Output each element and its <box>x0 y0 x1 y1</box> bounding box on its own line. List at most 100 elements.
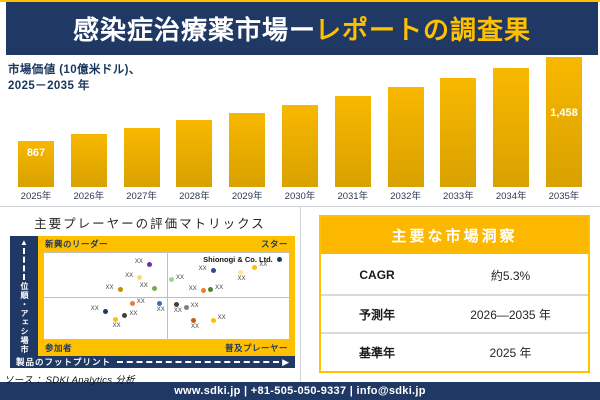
bar-value-label: 1,458 <box>550 107 578 119</box>
scatter-dot-label: XX <box>215 284 224 291</box>
page-title-accent: レポートの調査果 <box>315 15 532 45</box>
scatter-dot <box>173 302 179 308</box>
bar-column: 2030年 <box>280 54 320 206</box>
company-label: Shionogi & Co. Ltd. <box>203 254 273 264</box>
bar <box>440 77 477 187</box>
bar-column: 1,458 2035年 <box>544 54 584 206</box>
scatter-dot-label: XX <box>175 274 184 281</box>
quadrant-labels-top: 新興のリーダー スター <box>43 236 290 252</box>
market-value-chart-section: 市場価値 (10億米ドル)、 2025－2035 年 867 2025年 2026年… <box>0 55 600 207</box>
player-matrix-panel: 主要プレーヤーの評価マトリックス ▲ 位順・アェシ場市 新興のリーダー スター … <box>0 207 301 386</box>
scatter-dot <box>210 317 216 323</box>
matrix-plot: XX XX XX XX XX XX XX XX XX XX XX XX XX XX XX XX XX XX XX Sh… <box>43 252 290 340</box>
quadrant-label-bottom-right: 普及プレーヤー <box>224 343 288 353</box>
scatter-dot-label: XX <box>136 298 145 305</box>
bar-column: 2033年 <box>438 54 478 206</box>
row-label: 基準年 <box>359 346 396 361</box>
matrix-gold-frame: 新興のリーダー スター XX XX XX XX XX XX XX XX XX XX XX XX XX XX… <box>38 236 295 356</box>
x-axis-arrow-icon: ▶ <box>282 356 289 367</box>
bar-column: 2031年 <box>333 54 373 206</box>
y-axis-band: ▲ 位順・アェシ場市 <box>10 236 38 356</box>
scatter-dot <box>151 285 157 291</box>
bar-x-label: 2025年 <box>20 191 52 202</box>
matrix-title: 主要プレーヤーの評価マトリックス <box>34 217 266 231</box>
scatter-dot <box>168 277 174 283</box>
bar-column: 2027年 <box>122 54 162 206</box>
scatter-dot-label: XX <box>217 314 226 321</box>
scatter-dot <box>122 313 128 319</box>
bar <box>493 68 530 187</box>
scatter-dot <box>208 287 214 293</box>
bar-column: 2028年 <box>174 54 214 206</box>
bar-column: 2026年 <box>69 54 109 206</box>
scatter-dot-label: XX <box>188 285 197 292</box>
scatter-dot-label: XX <box>259 262 268 269</box>
chart-subtitle: 市場価値 (10億米ドル)、 2025－2035 年 <box>8 62 141 94</box>
scatter-dot-label: XX <box>129 310 138 317</box>
table-row: 予測年 2026—2035 年 <box>321 293 588 333</box>
bar-x-label: 2033年 <box>443 191 474 202</box>
scatter-dot-label: XX <box>134 259 143 266</box>
chart-subtitle-line1: 市場価値 (10億米ドル)、 <box>8 64 141 76</box>
y-axis-arrow-icon: ▲ <box>20 238 28 247</box>
x-axis-arrow-line <box>117 361 280 363</box>
bar <box>176 120 213 187</box>
bar-x-label: 2032年 <box>390 191 421 202</box>
scatter-dot-label: XX <box>125 272 134 279</box>
x-axis-label: 製品のフットプリント <box>16 357 112 367</box>
scatter-dot <box>117 287 123 293</box>
quadrant-label-top-right: スター <box>260 239 288 249</box>
player-matrix: ▲ 位順・アェシ場市 新興のリーダー スター XX XX XX XX XX XX XX XX X… <box>10 236 295 368</box>
y-axis-label: 位順・アェシ場市 <box>20 282 29 354</box>
scatter-dot <box>191 318 196 324</box>
top-gold-line <box>0 0 600 2</box>
bar-x-label: 2027年 <box>126 191 157 202</box>
bar-x-label: 2035年 <box>548 191 580 202</box>
scatter-dot <box>156 301 162 307</box>
scatter-dot <box>200 288 206 294</box>
row-label: CAGR <box>359 268 395 283</box>
bar: 867 <box>18 141 54 187</box>
bar-x-label: 2030年 <box>284 191 316 202</box>
scatter-dot-label: XX <box>90 306 99 313</box>
table-row: 基準年 2025 年 <box>321 332 588 371</box>
bar-column: 2034年 <box>491 54 531 206</box>
scatter-dot-label: XX <box>191 324 200 331</box>
bar <box>123 127 160 187</box>
row-value: 約5.3% <box>490 268 531 283</box>
scatter-dot <box>183 305 189 311</box>
bar-x-label: 2029年 <box>231 191 263 202</box>
bottom-section: 主要プレーヤーの評価マトリックス ▲ 位順・アェシ場市 新興のリーダー スター … <box>0 207 600 386</box>
x-axis-band: 製品のフットプリント ▶ <box>10 356 295 368</box>
bar <box>229 112 266 187</box>
scatter-dot-label: XX <box>139 283 148 290</box>
bar <box>70 134 107 187</box>
bar-x-label: 2034年 <box>495 191 527 202</box>
scatter-dot <box>237 270 243 276</box>
bar-x-label: 2028年 <box>179 191 210 202</box>
quadrant-label-bottom-left: 参加者 <box>45 343 73 353</box>
bar-column: 2032年 <box>386 54 426 206</box>
bar <box>281 104 318 187</box>
source-note: ソース ：SDKI Analytics 分析 <box>4 375 135 386</box>
page-header: 感染症治療薬市場ーレポートの調査果 <box>6 2 598 55</box>
scatter-dot <box>276 257 282 263</box>
bar-column: 2029年 <box>227 54 267 206</box>
title-dash: ー <box>288 15 315 45</box>
bar-x-label: 2026年 <box>73 191 105 202</box>
scatter-dot-label: XX <box>156 307 165 314</box>
y-axis-arrow-line <box>23 248 25 280</box>
quadrant-label-top-left: 新興のリーダー <box>45 239 109 249</box>
scatter-dot-label: XX <box>173 308 182 315</box>
row-value: 2026—2035 年 <box>470 307 551 322</box>
scatter-dot-label: XX <box>112 322 121 329</box>
scatter-dot-label: XX <box>198 265 207 272</box>
bar-column: 867 2025年 <box>16 54 56 206</box>
quadrant-labels-bottom: 参加者 普及プレーヤー <box>43 340 290 356</box>
page-footer: www.sdki.jp | +81-505-050-9337 | info@sd… <box>0 382 600 400</box>
market-insights-panel: 主要な市場洞察 CAGR 約5.3% 予測年 2026—2035 年基準年 2025 年 <box>301 207 600 382</box>
footer-contact-text: www.sdki.jp | +81-505-050-9337 | info@sd… <box>174 385 426 397</box>
bar <box>387 87 424 187</box>
scatter-dot <box>146 261 152 267</box>
scatter-dot-label: XX <box>237 276 246 283</box>
